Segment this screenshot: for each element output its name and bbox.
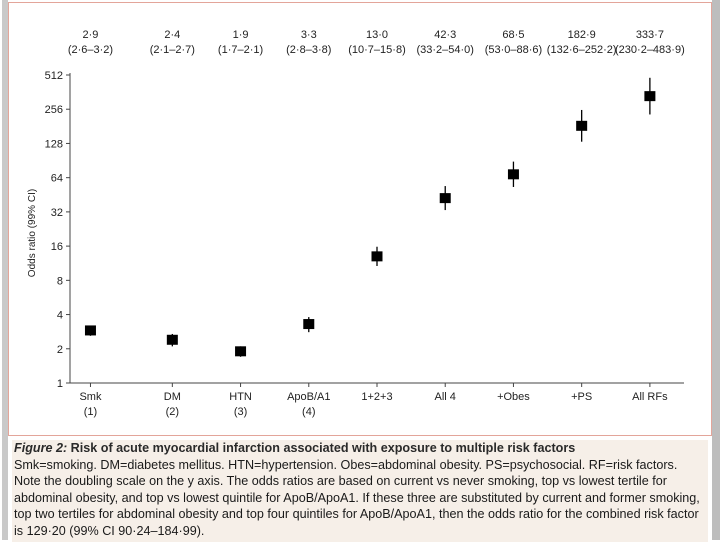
y-tick-label: 1 bbox=[57, 378, 63, 390]
odds-ratio-value-label: 68·5 bbox=[502, 29, 524, 41]
y-tick-label: 256 bbox=[45, 104, 63, 116]
x-tick-sublabel: (3) bbox=[234, 406, 247, 418]
x-tick-sublabel: (1) bbox=[84, 406, 97, 418]
odds-ratio-marker bbox=[644, 91, 656, 102]
odds-ratio-marker bbox=[303, 319, 315, 330]
odds-ratio-ci-label: (10·7–15·8) bbox=[348, 44, 405, 56]
odds-ratio-value-label: 2·4 bbox=[164, 29, 180, 41]
y-axis-label-group: Odds ratio (99% CI) bbox=[27, 189, 38, 277]
odds-ratio-ci-label: (1·7–2·1) bbox=[218, 44, 263, 56]
x-tick-label: +PS bbox=[571, 391, 592, 403]
x-tick-label: All RFs bbox=[632, 391, 668, 403]
odds-ratio-value-label: 13·0 bbox=[366, 29, 388, 41]
x-tick-label: Smk bbox=[79, 391, 102, 403]
x-tick-label: ApoB/A1 bbox=[287, 391, 330, 403]
odds-ratio-marker bbox=[576, 120, 588, 131]
caption-title: Figure 2: Risk of acute myocardial infar… bbox=[14, 441, 575, 455]
x-tick-label: 1+2+3 bbox=[361, 391, 392, 403]
caption-figure-label: Figure 2: bbox=[14, 441, 68, 455]
x-tick-label: All 4 bbox=[435, 391, 456, 403]
x-tick-label: HTN bbox=[229, 391, 252, 403]
odds-ratio-ci-label: (2·1–2·7) bbox=[150, 44, 195, 56]
odds-ratio-value-label: 333·7 bbox=[636, 29, 664, 41]
y-tick-label: 16 bbox=[51, 241, 63, 253]
x-tick-label: DM bbox=[164, 391, 181, 403]
odds-ratio-value-label: 3·3 bbox=[301, 29, 317, 41]
odds-ratio-marker bbox=[166, 334, 178, 345]
data-points bbox=[84, 77, 656, 357]
odds-ratio-chart: Odds ratio (99% CI) 1248163264128256512 … bbox=[27, 29, 685, 418]
y-tick-label: 128 bbox=[45, 138, 63, 150]
odds-ratio-value-label: 42·3 bbox=[434, 29, 456, 41]
odds-ratio-value-label: 1·9 bbox=[233, 29, 249, 41]
x-tick-sublabel: (2) bbox=[166, 406, 179, 418]
caption-figure-title: Risk of acute myocardial infarction asso… bbox=[67, 441, 576, 455]
x-tick-label: +Obes bbox=[497, 391, 530, 403]
figure-panel bbox=[8, 2, 712, 436]
y-axis-title: Odds ratio (99% CI) bbox=[27, 189, 38, 277]
odds-ratio-labels: 2·9 (2·6–3·2) 2·4 (2·1–2·7) 1·9 (1·7–2·1) 3·3 (… bbox=[68, 29, 685, 56]
y-tick-label: 2 bbox=[57, 344, 63, 356]
caption-body: Smk=smoking. DM=diabetes mellitus. HTN=h… bbox=[14, 457, 700, 538]
x-tick-sublabel: (4) bbox=[302, 406, 315, 418]
odds-ratio-value-label: 182·9 bbox=[568, 29, 596, 41]
odds-ratio-marker bbox=[371, 251, 383, 262]
y-tick-label: 32 bbox=[51, 207, 63, 219]
slide-right-border bbox=[712, 0, 720, 540]
odds-ratio-ci-label: (53·0–88·6) bbox=[485, 44, 542, 56]
slide-left-border bbox=[2, 0, 8, 540]
odds-ratio-ci-label: (2·8–3·8) bbox=[286, 44, 331, 56]
odds-ratio-ci-label: (2·6–3·2) bbox=[68, 44, 113, 56]
odds-ratio-marker bbox=[507, 169, 519, 180]
x-axis: Smk (1) DM (2) HTN (3) ApoB/A1 (4) 1+2+3 All 4 +Ob… bbox=[70, 382, 684, 418]
odds-ratio-marker bbox=[235, 346, 247, 357]
odds-ratio-ci-label: (33·2–54·0) bbox=[416, 44, 473, 56]
odds-ratio-ci-label: (230·2–483·9) bbox=[615, 44, 685, 56]
odds-ratio-marker bbox=[439, 193, 451, 204]
y-tick-label: 4 bbox=[57, 310, 63, 322]
odds-ratio-marker bbox=[84, 325, 96, 336]
y-tick-label: 64 bbox=[51, 173, 63, 185]
odds-ratio-value-label: 2·9 bbox=[83, 29, 99, 41]
y-axis: 1 2 4 8 16 32 64 128 256 512 bbox=[45, 70, 71, 390]
figure-caption: Figure 2: Risk of acute myocardial infar… bbox=[12, 440, 708, 542]
y-tick-label: 512 bbox=[45, 70, 63, 82]
odds-ratio-ci-label: (132·6–252·2) bbox=[547, 44, 617, 56]
y-tick-label: 8 bbox=[57, 275, 63, 287]
